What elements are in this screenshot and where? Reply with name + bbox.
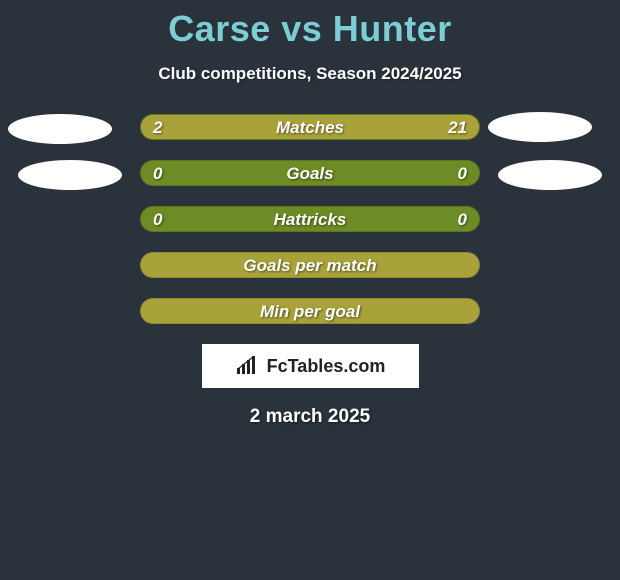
stat-label: Min per goal [141,299,479,323]
subtitle: Club competitions, Season 2024/2025 [0,64,620,84]
bars-icon [235,356,261,376]
stat-value-right: 21 [448,115,467,139]
player-oval-right [488,112,592,142]
branding-logo: FcTables.com [202,344,419,388]
stat-row: Goals0 0 [0,160,620,186]
player-oval-left [8,114,112,144]
stat-pill: Goals0 0 [140,160,480,186]
player-oval-right [498,160,602,190]
stat-value-right: 0 [458,207,467,231]
stats-bars: Matches221Goals00Hattricks00Goals per ma… [0,114,620,324]
stat-row: Matches2 21 [0,114,620,140]
stat-pill: Hattricks0 0 [140,206,480,232]
stat-pill: Matches2 21 [140,114,480,140]
page-title: Carse vs Hunter [0,0,620,50]
branding-text: FcTables.com [267,356,386,377]
stat-label: Matches [141,115,479,139]
stat-value-left: 2 [153,115,162,139]
stat-row: Min per goal [0,298,620,324]
stat-value-left: 0 [153,207,162,231]
player-oval-left [18,160,122,190]
stat-value-left: 0 [153,161,162,185]
date-text: 2 march 2025 [0,406,620,428]
stat-pill: Min per goal [140,298,480,324]
stat-label: Goals [141,161,479,185]
stat-label: Hattricks [141,207,479,231]
stat-row: Hattricks0 0 [0,206,620,232]
stat-label: Goals per match [141,253,479,277]
stat-row: Goals per match [0,252,620,278]
stat-value-right: 0 [458,161,467,185]
stat-pill: Goals per match [140,252,480,278]
